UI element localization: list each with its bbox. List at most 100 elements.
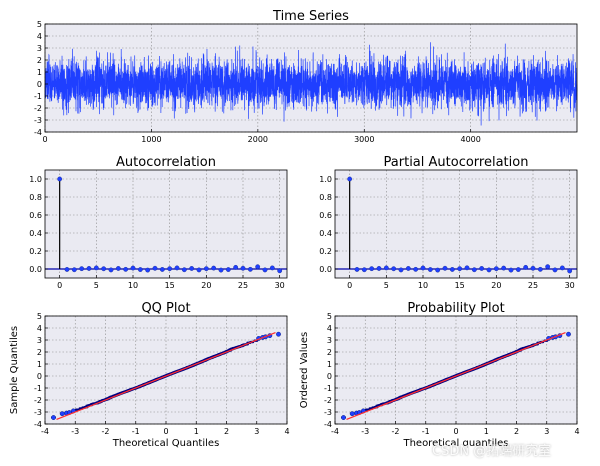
y-tick-label: 0.0	[319, 265, 332, 274]
stem-marker	[442, 265, 448, 271]
stem-marker	[552, 267, 558, 273]
y-tick-label: 0.6	[319, 211, 332, 220]
stem-marker	[211, 265, 217, 271]
x-tick-label: 20	[491, 281, 501, 290]
axes-background	[45, 170, 287, 278]
x-tick-label: -1	[422, 427, 430, 436]
stem-marker	[427, 267, 433, 272]
stem-marker	[383, 265, 389, 271]
y-tick-label: 0.0	[29, 265, 42, 274]
stem-marker	[567, 268, 573, 274]
stem-marker	[464, 265, 470, 271]
x-tick-label: 5	[94, 281, 99, 290]
y-tick-label: 0.8	[29, 193, 42, 202]
x-tick-label: 15	[165, 281, 175, 290]
qq-tail-point	[349, 411, 355, 417]
stem-marker	[376, 266, 382, 271]
y-tick-label: 0.6	[29, 211, 42, 220]
stem-marker	[347, 176, 353, 182]
x-tick-label: -3	[71, 427, 79, 436]
stem-marker	[493, 266, 499, 272]
x-tick-label: 25	[528, 281, 538, 290]
stem-marker	[457, 266, 463, 272]
stem-marker	[262, 267, 268, 273]
time-series-line	[44, 42, 578, 126]
chart-title: Partial Autocorrelation	[384, 155, 529, 170]
stem-marker	[545, 264, 551, 270]
y-axis-label: Sample Quantiles	[9, 326, 20, 414]
stem-marker	[167, 266, 173, 272]
stem-marker	[515, 267, 521, 272]
chart-title: Autocorrelation	[116, 155, 216, 170]
stem-marker	[115, 266, 121, 271]
stem-marker	[86, 266, 92, 271]
y-tick-label: 4	[37, 324, 42, 333]
stem-marker	[559, 265, 565, 271]
x-tick-label: 1	[484, 427, 489, 436]
x-tick-label: 10	[128, 281, 138, 290]
stem-marker	[79, 266, 85, 272]
stem-marker	[255, 264, 261, 270]
x-tick-label: 3	[254, 427, 259, 436]
stem-marker	[449, 267, 455, 272]
y-tick-label: 4	[37, 32, 42, 41]
y-tick-label: 5	[37, 312, 42, 321]
stem-marker	[101, 266, 107, 272]
stem-marker	[71, 267, 77, 273]
stem-marker	[145, 267, 151, 273]
stem-marker	[203, 266, 209, 272]
stem-marker	[225, 267, 231, 272]
time-series-panel: 0 1000 2000 3000 4000 -4 -3 -2 -1 0 1 2 3 4 5 Time Seri…	[34, 9, 578, 144]
y-tick-label: -2	[324, 396, 332, 405]
stem-marker	[233, 264, 239, 270]
stem-marker	[361, 267, 367, 273]
x-tick-label: -2	[392, 427, 400, 436]
y-tick-label: -4	[324, 420, 332, 429]
x-tick-label: 1	[194, 427, 199, 436]
qq-tail-point	[276, 331, 281, 337]
x-tick-label: 1000	[141, 135, 161, 144]
x-tick-label: 0	[57, 281, 62, 290]
y-tick-label: 3	[37, 44, 42, 53]
autocorrelation-panel: 0 5 10 15 20 25 30 0.0 0.2 0.4 0.6 0.8 1.0 Autocorrel…	[29, 155, 288, 290]
y-tick-label: -3	[324, 408, 332, 417]
y-tick-label: -2	[34, 396, 42, 405]
y-tick-label: 0.2	[319, 247, 332, 256]
qq-tail-point	[566, 331, 571, 337]
x-tick-label: 3000	[354, 135, 374, 144]
y-tick-label: 2	[37, 56, 42, 65]
x-tick-label: 10	[418, 281, 428, 290]
x-tick-label: -4	[331, 427, 339, 436]
y-tick-label: 5	[37, 20, 42, 29]
x-tick-label: 30	[565, 281, 575, 290]
stem-marker	[479, 266, 485, 271]
stem-marker	[93, 265, 99, 271]
x-tick-label: 0	[42, 135, 47, 144]
partial-autocorrelation-panel: 0 5 10 15 20 25 30 0.0 0.2 0.4 0.6 0.8 1.0 Partial Au…	[319, 155, 578, 290]
x-tick-label: 3	[544, 427, 549, 436]
qq-tail-point	[59, 411, 65, 417]
y-tick-label: 1.0	[319, 175, 332, 184]
stem-marker	[152, 265, 158, 271]
stem-marker	[64, 267, 70, 272]
stem-marker	[130, 265, 136, 271]
y-tick-label: 2	[327, 348, 332, 357]
stem-marker	[277, 268, 283, 274]
x-tick-label: 20	[201, 281, 211, 290]
axes-frame	[44, 23, 578, 133]
x-tick-label: -4	[41, 427, 49, 436]
y-axis-label: Ordered Values	[299, 332, 310, 409]
x-tick-label: 0	[163, 427, 168, 436]
stem-marker	[420, 265, 426, 271]
stem-marker	[530, 265, 536, 271]
x-tick-label: 5	[384, 281, 389, 290]
y-tick-label: 1.0	[29, 175, 42, 184]
stem-marker	[369, 266, 375, 272]
x-tick-label: -1	[132, 427, 140, 436]
stem-marker	[196, 267, 202, 273]
stem-marker	[471, 267, 477, 273]
y-tick-label: -4	[34, 420, 42, 429]
fit-line	[346, 331, 566, 421]
y-tick-label: 0	[37, 372, 42, 381]
y-tick-label: -2	[34, 104, 42, 113]
